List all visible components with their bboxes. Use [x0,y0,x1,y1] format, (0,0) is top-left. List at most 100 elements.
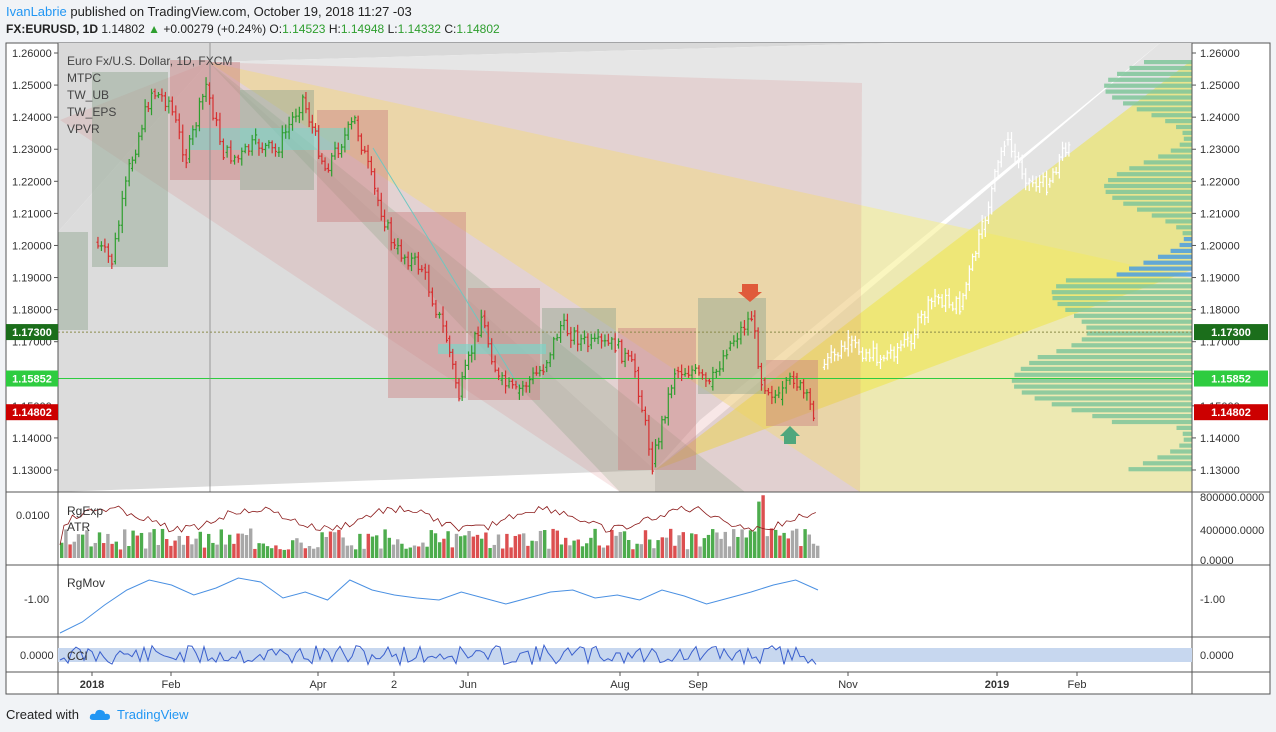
axis-label-rgexp: 0.0100 [16,510,50,522]
price-tick-label: 1.26000 [1200,48,1240,60]
atr-bar [366,533,370,558]
range-box [210,62,240,180]
indicator-label-rgexp: RgExp [67,504,103,518]
cci-band [58,648,1192,662]
volume-profile-bar [1056,284,1192,289]
volume-profile-bar [1052,296,1192,301]
atr-bar [538,530,543,558]
atr-bar [383,529,387,558]
axis-label-atr: 0.0000 [1200,555,1234,567]
price-tick-label-left: 1.18000 [12,305,52,317]
main-drawings [58,43,1192,492]
atr-bar [488,548,492,558]
price-tick-label-left: 1.25000 [12,80,52,92]
atr-bar [286,549,291,558]
volume-profile-bar [1086,325,1192,330]
atr-bar [244,535,249,558]
close-value: 1.14802 [456,22,500,36]
price-label-badge [6,324,58,341]
atr-bar [492,544,496,558]
low-value: 1.14332 [397,22,441,36]
legend-item: TW_EPS [67,105,116,119]
atr-bar [160,528,165,558]
price-label-badge [1194,404,1268,421]
atr-bar [618,532,622,558]
atr-bar [664,537,669,558]
atr-bar [228,534,232,558]
atr-bar [782,532,786,558]
atr-bar [93,542,97,558]
time-tick-label: 2 [391,679,397,691]
volume-profile-bar [1105,189,1192,194]
atr-bar [761,495,765,558]
atr-bar [673,545,677,558]
open-value: 1.14523 [282,22,326,36]
atr-bar [505,533,509,558]
fan-sector-grey [58,43,895,232]
volume-profile-bar [1037,355,1192,360]
range-box [58,232,88,330]
atr-bar [576,539,580,558]
price-tick-label: 1.14000 [1200,433,1240,445]
legend-item: VPVR [67,122,100,136]
price-tick-label-left: 1.20000 [12,240,52,252]
low-label: L: [387,22,398,36]
atr-bar [627,539,631,558]
volume-profile-bar [1179,242,1192,248]
atr-bar [799,546,803,558]
atr-bar [522,533,526,558]
volume-profile-bar [1112,195,1192,200]
volume-profile-bar [1116,272,1192,277]
yellow-wedge-up [655,60,1192,470]
atr-bar [64,529,68,558]
atr-bar [240,533,244,558]
price-tick-label-left: 1.19000 [12,273,52,285]
atr-bar [148,532,152,558]
tradingview-link[interactable]: TradingView [116,707,189,722]
author-link[interactable]: IvanLabrie [6,4,67,19]
atr-bar [694,534,698,558]
price-label-text: 1.14802 [1211,407,1251,419]
atr-bar [706,534,711,558]
atr-bar [181,544,186,558]
teal-trendline [372,147,521,389]
atr-bar [396,539,400,558]
atr-bar [790,530,795,558]
volume-profile-bar [1151,113,1192,118]
price-label-text: 1.15852 [1211,374,1251,386]
volume-profile-bar [1071,408,1192,413]
volume-profile-bar [1128,467,1192,472]
volume-profile-bar [1057,301,1192,307]
time-tick-label: 2019 [985,679,1009,691]
price-tick-label: 1.20000 [1200,240,1240,252]
time-tick-label: Apr [309,679,326,691]
ohlc-line: FX:EURUSD, 1D 1.14802 ▲ +0.00279 (+0.24%… [6,22,500,36]
published-info: published on TradingView.com, October 19… [70,4,412,19]
atr-bar [421,542,425,558]
atr-bar [198,531,202,558]
volume-profile-bar [1129,266,1192,271]
atr-bar [303,548,307,558]
atr-bar [551,528,555,558]
atr-bar [114,541,118,558]
range-box [388,212,466,398]
atr-bar [475,534,480,558]
volume-profile-bar [1142,461,1192,466]
price-tick-label-left: 1.24000 [12,112,52,124]
atr-bar [186,535,190,558]
atr-bar [727,546,732,558]
high-label: H: [328,22,341,36]
atr-bar [816,545,820,558]
up-arrow-icon: ▲ [148,22,160,36]
publish-line: IvanLabrie published on TradingView.com,… [6,4,412,19]
atr-bar [496,534,501,558]
atr-bar [282,549,286,558]
atr-bar [131,530,135,558]
volume-profile-bar [1104,83,1192,88]
time-tick-label: Nov [838,679,858,691]
atr-bar [404,548,408,558]
price-label-badge [1194,370,1268,387]
atr-bar [690,533,694,558]
volume-profile-bar [1108,178,1192,183]
